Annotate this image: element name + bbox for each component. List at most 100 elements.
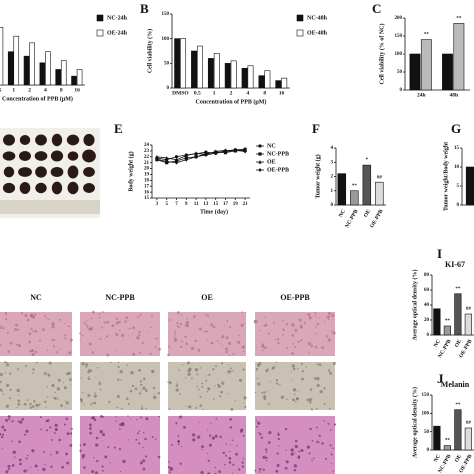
tissue-speck — [292, 398, 295, 401]
tissue-speck — [66, 372, 69, 376]
bar — [281, 77, 288, 89]
tissue-speck — [11, 464, 15, 467]
tumor — [2, 182, 16, 194]
tissue-speck — [240, 323, 244, 327]
tissue-speck — [9, 372, 12, 375]
tissue-speck — [245, 312, 247, 314]
tissue-speck — [47, 318, 50, 321]
tissue-speck — [138, 392, 142, 395]
tissue-speck — [259, 329, 262, 332]
tissue-speck — [56, 387, 60, 391]
tissue-speck — [300, 449, 304, 453]
tissue-speck — [142, 459, 146, 463]
tissue-speck — [60, 362, 62, 365]
tissue-speck — [138, 442, 141, 445]
tissue-speck — [315, 326, 317, 329]
tissue-speck — [109, 462, 111, 464]
tissue-speck — [141, 341, 144, 344]
tissue-speck — [105, 312, 108, 314]
tissue-speck — [6, 363, 10, 367]
tissue-speck — [314, 315, 317, 318]
tissue-speck — [87, 394, 91, 397]
tissue-speck — [229, 450, 231, 453]
y-tick-label: 19 — [144, 173, 150, 178]
legend-swatch — [296, 14, 304, 22]
tissue-speck — [29, 403, 32, 406]
tissue-speck — [93, 401, 97, 405]
tissue-image — [80, 312, 160, 356]
tissue-speck — [282, 328, 285, 332]
y-tick-label: 15 — [454, 146, 460, 151]
tissue-speck — [278, 383, 281, 386]
tissue-speck — [62, 382, 64, 384]
tissue-speck — [316, 440, 319, 444]
panel-letter: J — [437, 371, 444, 386]
tissue-speck — [267, 332, 270, 335]
tissue-speck — [46, 396, 49, 398]
tissue-speck — [232, 352, 235, 355]
tissue-speck — [99, 338, 102, 341]
x-tick-label: 8 — [263, 90, 266, 96]
tissue-speck — [12, 450, 16, 454]
tissue-speck — [181, 364, 184, 366]
tissue-speck — [327, 338, 332, 342]
bar — [247, 65, 254, 89]
tissue-speck — [211, 436, 216, 440]
x-tick-label: 16 — [74, 87, 80, 93]
tissue-speck — [177, 311, 180, 314]
y-tick-label: 21 — [144, 161, 150, 166]
tissue-speck — [235, 340, 237, 342]
tissue-speck — [69, 338, 73, 342]
tissue-speck — [55, 451, 59, 455]
tissue-speck — [116, 406, 119, 409]
tissue-speck — [93, 457, 95, 459]
x-tick-label: 11 — [194, 202, 199, 207]
tissue-speck — [319, 390, 323, 394]
tissue-speck — [303, 322, 306, 325]
bar — [230, 60, 237, 89]
tissue-speck — [27, 454, 29, 457]
tissue-speck — [28, 340, 31, 344]
tissue-speck — [274, 366, 276, 368]
marker — [233, 148, 237, 153]
tissue-speck — [277, 432, 280, 435]
tissue-speck — [256, 425, 259, 428]
tissue-speck — [58, 438, 61, 442]
tumor — [3, 134, 15, 146]
tissue-speck — [200, 470, 204, 474]
tissue-speck — [142, 386, 146, 390]
tissue-speck — [180, 345, 183, 349]
tissue-speck — [292, 343, 294, 345]
panel-letter: E — [114, 121, 123, 136]
tissue-speck — [232, 370, 234, 372]
tissue-speck — [0, 436, 4, 439]
tissue-speck — [83, 466, 86, 469]
tissue-speck — [332, 447, 334, 450]
tissue-speck — [51, 325, 55, 329]
tissue-speck — [168, 319, 171, 321]
tissue-speck — [205, 379, 208, 382]
tissue-speck — [198, 421, 200, 423]
tissue-speck — [63, 423, 67, 426]
tissue-speck — [316, 322, 320, 326]
tissue-speck — [93, 418, 97, 422]
tissue-speck — [61, 465, 64, 469]
tissue-speck — [259, 433, 262, 436]
tissue-speck — [89, 369, 93, 373]
tissue-speck — [291, 364, 295, 368]
tissue-speck — [66, 432, 70, 436]
tissue-speck — [177, 440, 180, 443]
tissue-speck — [193, 315, 196, 318]
tissue-speck — [142, 377, 146, 381]
tissue-speck — [39, 416, 42, 419]
tissue-speck — [290, 448, 294, 452]
legend-label: OE-48h — [307, 30, 328, 36]
y-tick-label: 2 — [331, 175, 334, 180]
bar — [442, 53, 453, 91]
x-tick-label: OE — [454, 453, 463, 463]
tissue-speck — [327, 422, 330, 425]
tissue-speck — [81, 453, 86, 458]
significance-note: ** — [445, 319, 451, 324]
tissue-speck — [278, 445, 280, 447]
